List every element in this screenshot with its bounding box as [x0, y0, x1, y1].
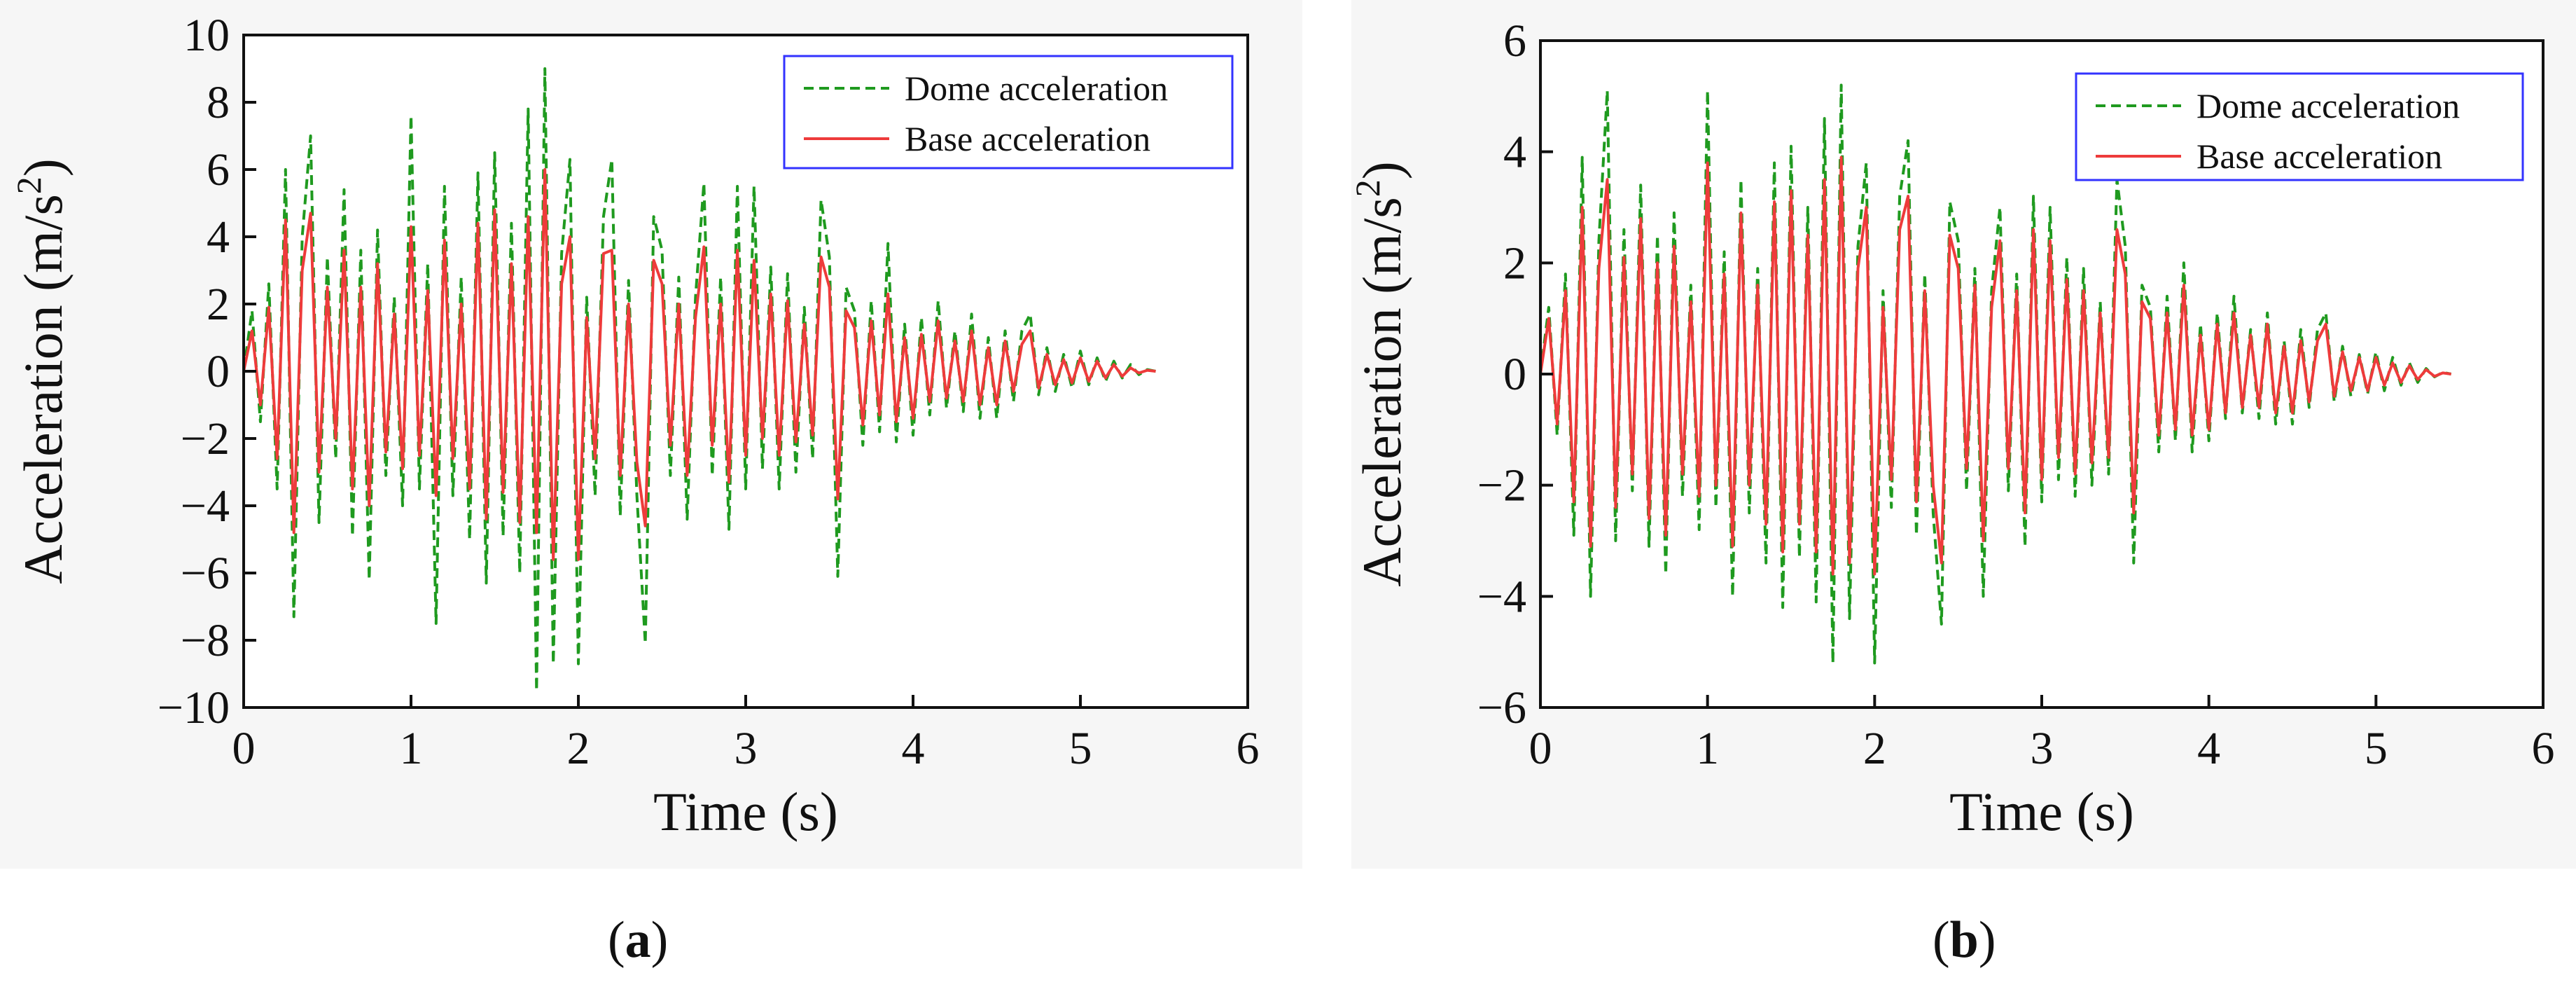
- chart-a-ytick-label: −8: [181, 615, 230, 666]
- chart-b-xtick-label: 1: [1696, 723, 1719, 774]
- chart-a-xtick-label: 2: [567, 723, 590, 774]
- chart-a-xtick-label: 1: [400, 723, 423, 774]
- chart-a-legend: Dome acceleration Base acceleration: [783, 55, 1234, 170]
- chart-a-xtick-label: 6: [1237, 723, 1260, 774]
- chart-b-legend: Dome acceleration Base acceleration: [2075, 72, 2524, 181]
- chart-b-xtick-label: 4: [2197, 723, 2220, 774]
- chart-a-legend-label-base: Base acceleration: [905, 119, 1150, 158]
- chart-b-ytick-label: 0: [1503, 349, 1526, 400]
- chart-b: 0 1 2 3 4 5 6 −6 −4 −2 0 2 4 6 Time (s) Acceleration (m…: [1348, 15, 2555, 842]
- chart-b-ytick-label: 6: [1503, 15, 1526, 67]
- chart-a-xtick-label: 4: [902, 723, 925, 774]
- chart-a-y-axis-label-superscript: 2: [9, 177, 48, 194]
- chart-b-y-axis-label-main: Acceleration (m/s: [1351, 197, 1412, 587]
- chart-b-legend-label-base: Base acceleration: [2196, 137, 2442, 176]
- chart-a-y-axis-label-main: Acceleration (m/s: [13, 194, 74, 584]
- chart-b-xtick-label: 6: [2532, 723, 2555, 774]
- chart-b-xtick-label: 0: [1529, 723, 1552, 774]
- chart-a-xtick-label: 3: [734, 723, 758, 774]
- chart-a-ytick-label: 10: [183, 10, 230, 61]
- chart-a-y-axis-label: Acceleration (m/s2): [9, 158, 74, 584]
- chart-a-y-axis-label-close: ): [13, 158, 74, 177]
- chart-a-ytick-label: 0: [207, 346, 230, 397]
- chart-a-ytick-label: −10: [158, 682, 230, 733]
- chart-a-xtick-label: 0: [232, 723, 256, 774]
- chart-a-ytick-label: 6: [207, 144, 230, 195]
- chart-a-legend-box: [783, 55, 1234, 170]
- chart-a-legend-label-dome: Dome acceleration: [905, 69, 1168, 108]
- chart-b-xtick-label: 2: [1863, 723, 1886, 774]
- caption-b-letter: b: [1949, 911, 1979, 969]
- chart-b-series-base-line: [1539, 156, 2451, 576]
- caption-b: (b): [1933, 911, 1996, 969]
- chart-b-ytick-label: −6: [1477, 682, 1526, 733]
- chart-b-y-axis-label: Acceleration (m/s2): [1348, 161, 1412, 587]
- chart-a-xtick-label: 5: [1069, 723, 1092, 774]
- chart-a-ytick-label: −6: [181, 548, 230, 599]
- chart-b-xtick-label: 3: [2031, 723, 2054, 774]
- chart-b-ytick-label: 2: [1503, 237, 1526, 289]
- chart-b-xtick-label: 5: [2365, 723, 2388, 774]
- chart-a-x-axis-label: Time (s): [653, 781, 838, 842]
- chart-b-legend-label-dome: Dome acceleration: [2196, 86, 2460, 125]
- caption-a-letter: a: [625, 911, 651, 969]
- chart-a-ytick-label: −2: [181, 413, 230, 464]
- chart-a-ytick-label: 2: [207, 279, 230, 330]
- chart-a-series-base-line: [242, 168, 1156, 561]
- chart-b-x-axis-label: Time (s): [1949, 781, 2134, 842]
- caption-a: (a): [608, 911, 669, 969]
- chart-b-ytick-label: −4: [1477, 571, 1526, 622]
- chart-b-y-axis-label-superscript: 2: [1348, 179, 1387, 197]
- chart-a-ytick-label: 8: [207, 77, 230, 128]
- chart-a: 0 1 2 3 4 5 6 −10 −8 −6 −4 −2 0 2 4 6 8 10 Time (s) Acceler…: [9, 10, 1260, 842]
- chart-a-ytick-label: −4: [181, 481, 230, 532]
- chart-a-ytick-label: 4: [207, 212, 230, 263]
- chart-b-legend-box: [2075, 72, 2524, 181]
- chart-b-ytick-label: 4: [1503, 127, 1526, 178]
- chart-b-ytick-label: −2: [1477, 460, 1526, 511]
- chart-b-y-axis-label-close: ): [1351, 161, 1412, 179]
